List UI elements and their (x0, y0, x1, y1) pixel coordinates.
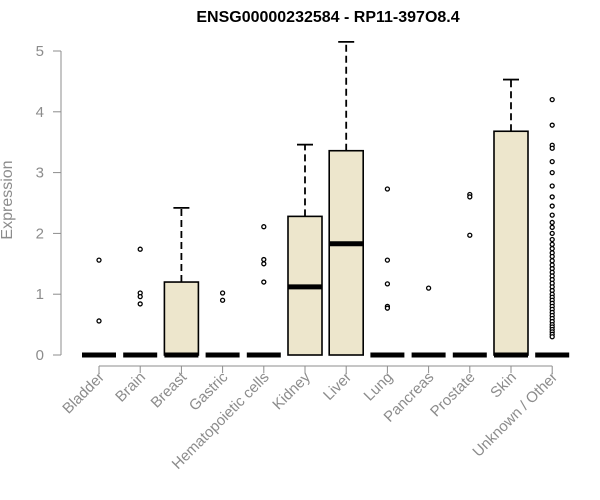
outlier-point (549, 245, 555, 252)
outlier-point (137, 301, 143, 307)
outlier-point (137, 293, 143, 300)
x-tick-label: Kidney (269, 368, 314, 413)
y-tick-label: 4 (36, 104, 44, 121)
outlier-point (219, 290, 226, 296)
box-iqr (493, 130, 529, 356)
outlier-point (219, 297, 226, 303)
outlier-point (549, 236, 555, 243)
box-bladder (82, 257, 116, 358)
outlier-point (261, 256, 267, 263)
box-iqr (328, 149, 365, 356)
box-gastric (205, 290, 240, 358)
box-brain (123, 246, 158, 358)
outlier-point (549, 169, 555, 176)
outlier-point (549, 203, 555, 209)
y-tick-label: 3 (36, 165, 44, 182)
y-tick-label: 1 (36, 286, 44, 303)
outlier-point (549, 230, 555, 237)
outlier-point (261, 279, 267, 285)
outlier-point (261, 224, 267, 230)
outlier-point (96, 257, 102, 263)
box-unknown-other (535, 96, 570, 358)
x-tick-label: Liver (320, 369, 355, 404)
outlier-point (384, 186, 391, 192)
box-pancreas (411, 285, 446, 358)
y-axis: 0 1 2 3 4 5 (36, 43, 62, 364)
box-iqr (163, 281, 200, 356)
plot-area (82, 40, 570, 358)
outlier-point (96, 318, 102, 324)
box-lung (370, 186, 405, 358)
outlier-point (549, 212, 555, 218)
outlier-point (549, 219, 555, 226)
y-tick-label: 2 (36, 225, 44, 242)
x-tick-label: Brain (112, 369, 149, 406)
y-tick-label: 0 (36, 347, 44, 364)
x-tick-label: Lung (361, 369, 397, 405)
chart-title: ENSG00000232584 - RP11-397O8.4 (196, 9, 459, 26)
outlier-point (549, 241, 555, 247)
outlier-point (549, 159, 555, 165)
outlier-point (549, 224, 555, 230)
outlier-point (384, 305, 391, 311)
x-tick-label: Skin (487, 369, 520, 402)
box-liver (328, 40, 365, 356)
box-hematopoietic-cells (246, 224, 281, 358)
outlier-point (384, 257, 391, 263)
box-prostate (452, 191, 487, 358)
outlier-point (549, 183, 555, 189)
y-axis-label: Expression (0, 160, 16, 239)
outlier-point (549, 334, 555, 340)
y-tick-label: 5 (36, 43, 44, 60)
outlier-point (467, 194, 473, 200)
outlier-point (549, 122, 555, 128)
outlier-point (549, 194, 555, 200)
x-tick-label: Breast (148, 368, 191, 411)
x-tick-label: Bladder (59, 369, 108, 418)
outlier-point (549, 145, 555, 151)
x-tick-label: Prostate (427, 369, 479, 421)
outlier-point (137, 246, 143, 252)
box-breast (163, 206, 200, 358)
outlier-point (384, 281, 391, 287)
outlier-point (261, 261, 267, 267)
outlier-point (425, 285, 432, 291)
box-skin (493, 78, 529, 358)
outlier-point (467, 232, 473, 238)
outlier-point (549, 253, 555, 260)
outlier-point (549, 258, 555, 264)
outlier-point (549, 96, 555, 103)
box-kidney (287, 143, 323, 356)
